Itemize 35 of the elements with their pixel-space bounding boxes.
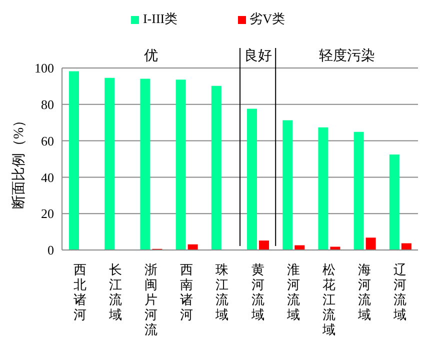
y-tick-label: 100 — [34, 60, 54, 76]
x-tick-label: 淮河流域 — [286, 262, 300, 322]
bar — [389, 154, 400, 250]
legend-label: 劣V类 — [250, 11, 286, 26]
bar — [176, 80, 186, 250]
text: 轻度污染 — [318, 48, 375, 64]
y-tick-label: 0 — [48, 242, 54, 258]
y-tick-label: 40 — [41, 170, 54, 185]
bar — [104, 78, 115, 250]
bar — [330, 246, 340, 250]
bar — [69, 71, 79, 250]
x-tick-label: 海河流域 — [357, 262, 372, 322]
bar — [354, 132, 364, 250]
x-tick-label: 松花江流域 — [322, 262, 336, 337]
bar — [318, 127, 328, 250]
bar — [140, 78, 150, 250]
y-tick-label: 80 — [41, 97, 54, 112]
x-tick-label: 西南诸河 — [180, 262, 194, 322]
y-tick-label: 20 — [41, 206, 54, 222]
bar — [282, 120, 293, 250]
text: 良好 — [244, 48, 272, 64]
legend-label: I-III类 — [142, 11, 178, 26]
y-tick-label: 60 — [41, 133, 54, 148]
x-tick-label: 西北诸河 — [73, 262, 86, 322]
x-tick-label: 辽河流域 — [392, 262, 407, 322]
x-tick-label: 黄河流域 — [250, 262, 264, 322]
x-tick-label: 长江流域 — [108, 262, 122, 322]
y-axis-title: 断面比例（%） — [10, 113, 27, 209]
bar — [366, 238, 376, 250]
x-tick-label: 浙闽片河流 — [144, 262, 158, 337]
x-tick-label: 珠江流域 — [214, 262, 229, 322]
bar — [211, 86, 222, 250]
bar — [247, 108, 257, 250]
bar — [259, 240, 269, 250]
text: 优 — [144, 48, 158, 64]
